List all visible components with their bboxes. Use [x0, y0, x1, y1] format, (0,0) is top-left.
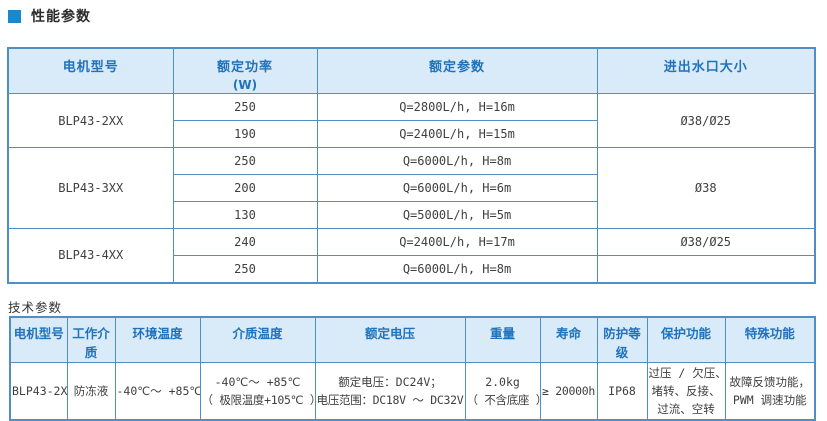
- technical-table: 电机型号 工作介质 环境温度 介质温度 额定电压 重量 寿命 防护等级 保护功能…: [9, 316, 816, 421]
- special-line1: 故障反馈功能，: [727, 373, 814, 391]
- power-cell: 250: [173, 256, 317, 283]
- medium-temp-cell: -40℃～ +85℃ （ 极限温度+105℃ ）: [200, 362, 315, 420]
- params-cell: Q=2400L/h, H=15m: [317, 121, 597, 148]
- port-cell: Ø38/Ø25: [597, 94, 815, 148]
- weight-cell: 2.0kg （ 不含底座 ）: [465, 362, 540, 420]
- params-cell: Q=5000L/h, H=5m: [317, 202, 597, 229]
- voltage-line1: 额定电压：DC24V；: [317, 373, 464, 391]
- protection-line1: 过压 / 欠压、: [649, 364, 724, 382]
- header-weight: 重量: [465, 317, 540, 363]
- power-cell: 130: [173, 202, 317, 229]
- technical-data-row: BLP43-2XX 防冻液 -40℃～ +85℃ -40℃～ +85℃ （ 极限…: [10, 362, 815, 420]
- section-title: 性能参数: [0, 0, 827, 24]
- special-line2: PWM 调速功能: [727, 391, 814, 409]
- ambient-temp-cell: -40℃～ +85℃: [115, 362, 200, 420]
- header-rated-power-line1: 额定功率: [175, 56, 316, 75]
- special-functions-cell: 故障反馈功能， PWM 调速功能: [725, 362, 815, 420]
- header-port-size: 进出水口大小: [597, 48, 815, 94]
- lifespan-cell: ≥ 20000h: [540, 362, 597, 420]
- medium-cell: 防冻液: [67, 362, 115, 420]
- protection-rating-cell: IP68: [597, 362, 647, 420]
- params-cell: Q=6000L/h, H=6m: [317, 175, 597, 202]
- header-rated-power-unit: (W): [175, 78, 316, 92]
- voltage-line2: 电压范围：DC18V ～ DC32V: [317, 391, 464, 409]
- protection-functions-cell: 过压 / 欠压、 堵转、反接、 过流、空转: [647, 362, 725, 420]
- title-square-icon: [8, 10, 21, 23]
- header-medium-temp: 介质温度: [200, 317, 315, 363]
- port-cell: Ø38: [597, 148, 815, 229]
- voltage-cell: 额定电压：DC24V； 电压范围：DC18V ～ DC32V: [315, 362, 465, 420]
- header-rated-voltage: 额定电压: [315, 317, 465, 363]
- medium-temp-line2: （ 极限温度+105℃ ）: [202, 391, 314, 409]
- model-cell: BLP43-3XX: [8, 148, 173, 229]
- power-cell: 240: [173, 229, 317, 256]
- power-cell: 250: [173, 148, 317, 175]
- protection-line2: 堵转、反接、: [649, 382, 724, 400]
- protection-line3: 过流、空转: [649, 400, 724, 418]
- weight-line2: （ 不含底座 ）: [467, 391, 539, 409]
- header-ambient-temp: 环境温度: [115, 317, 200, 363]
- header-motor-model: 电机型号: [10, 317, 67, 363]
- medium-temp-line1: -40℃～ +85℃: [202, 373, 314, 391]
- model-cell: BLP43-4XX: [8, 229, 173, 283]
- header-motor-model: 电机型号: [8, 48, 173, 94]
- params-cell: Q=2400L/h, H=17m: [317, 229, 597, 256]
- power-cell: 190: [173, 121, 317, 148]
- power-cell: 250: [173, 94, 317, 121]
- params-cell: Q=6000L/h, H=8m: [317, 256, 597, 283]
- performance-header-row: 电机型号 额定功率 (W) 额定参数 进出水口大小: [8, 48, 815, 94]
- params-cell: Q=2800L/h, H=16m: [317, 94, 597, 121]
- table-row: BLP43-4XX 240 Q=2400L/h, H=17m Ø38/Ø25: [8, 229, 815, 256]
- performance-table: 电机型号 额定功率 (W) 额定参数 进出水口大小 BLP43-2XX 250 …: [7, 47, 816, 284]
- header-special-functions: 特殊功能: [725, 317, 815, 363]
- technical-header-row: 电机型号 工作介质 环境温度 介质温度 额定电压 重量 寿命 防护等级 保护功能…: [10, 317, 815, 363]
- header-lifespan: 寿命: [540, 317, 597, 363]
- header-rated-power: 额定功率 (W): [173, 48, 317, 94]
- table-row: BLP43-3XX 250 Q=6000L/h, H=8m Ø38: [8, 148, 815, 175]
- header-protection-functions: 保护功能: [647, 317, 725, 363]
- model-cell: BLP43-2XX: [10, 362, 67, 420]
- port-cell: Ø38/Ø25: [597, 229, 815, 256]
- tech-section-title: 技术参数: [8, 297, 827, 312]
- model-cell: BLP43-2XX: [8, 94, 173, 148]
- header-rated-params: 额定参数: [317, 48, 597, 94]
- header-working-medium: 工作介质: [67, 317, 115, 363]
- params-cell: Q=6000L/h, H=8m: [317, 148, 597, 175]
- header-protection-rating: 防护等级: [597, 317, 647, 363]
- power-cell: 200: [173, 175, 317, 202]
- weight-line1: 2.0kg: [467, 373, 539, 391]
- section-title-text: 性能参数: [31, 6, 91, 26]
- table-row: BLP43-2XX 250 Q=2800L/h, H=16m Ø38/Ø25: [8, 94, 815, 121]
